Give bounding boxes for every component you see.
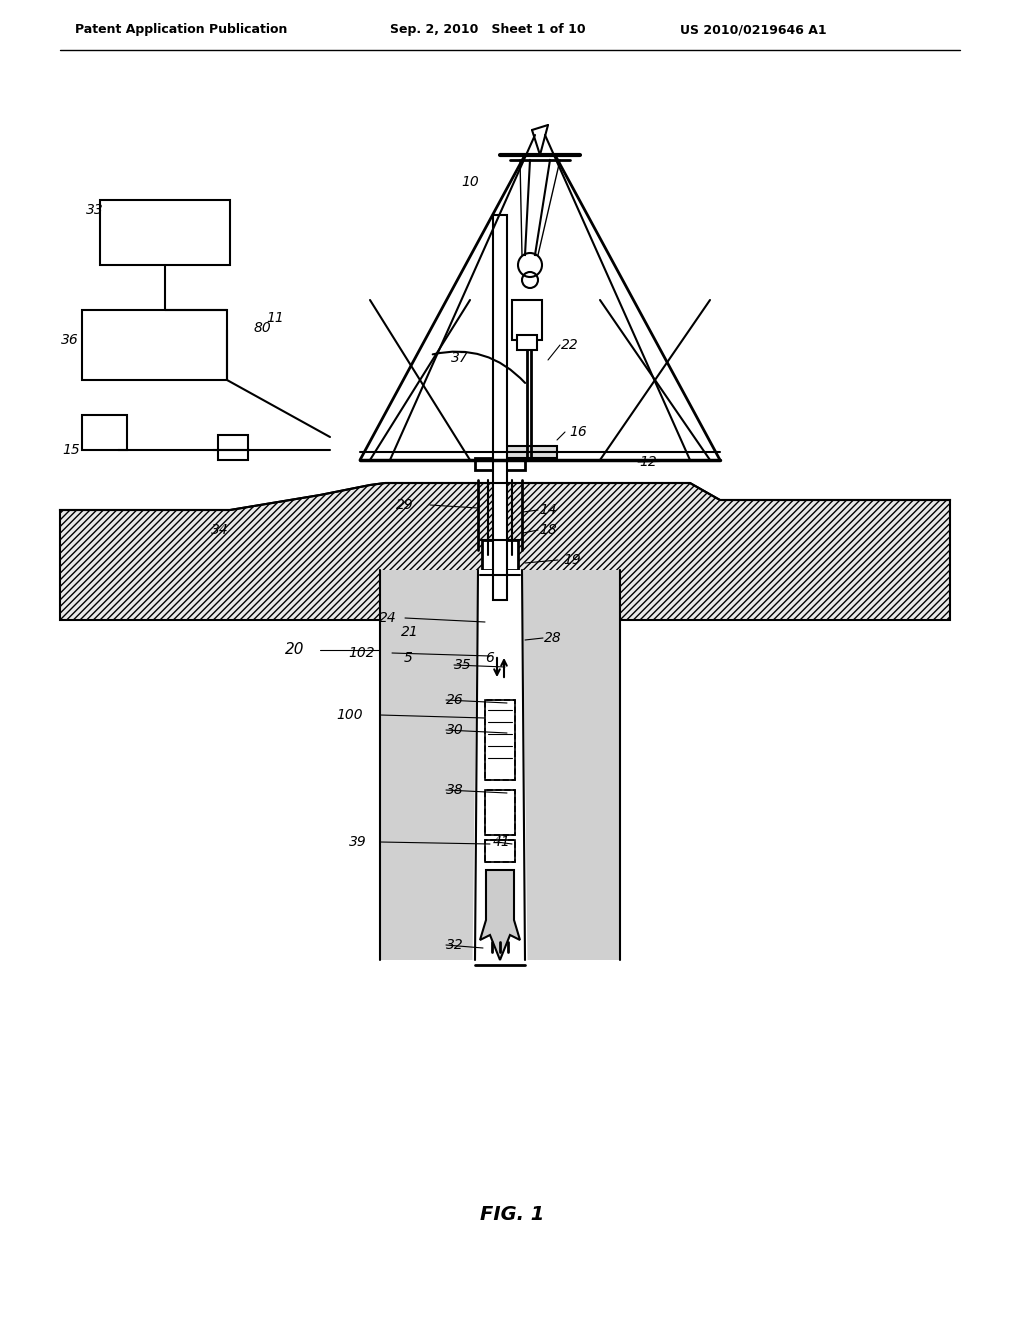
Bar [485,700,515,780]
Text: 34: 34 [211,523,229,537]
Text: FIG. 1: FIG. 1 [480,1205,544,1225]
Text: 41: 41 [494,836,511,849]
Text: 14: 14 [539,503,557,517]
Text: 32: 32 [446,939,464,952]
Text: 12: 12 [639,455,656,469]
Bar [475,458,525,470]
Text: 28: 28 [544,631,562,645]
Text: 20: 20 [286,643,305,657]
Text: Patent Application Publication: Patent Application Publication [75,24,288,37]
Text: 35: 35 [454,657,472,672]
Text: 21: 21 [401,624,419,639]
Text: 29: 29 [396,498,414,512]
Text: 39: 39 [349,836,367,849]
Text: 6: 6 [485,651,495,665]
Text: 19: 19 [563,553,581,568]
Text: 15: 15 [62,444,80,457]
Bar [485,789,515,836]
Text: 30: 30 [446,723,464,737]
Text: 102: 102 [349,645,376,660]
Text: 16: 16 [569,425,587,440]
Bar [485,700,515,780]
Bar [485,840,515,862]
Bar [482,540,518,570]
Bar [82,414,127,450]
Text: 80: 80 [253,321,271,335]
Polygon shape [60,483,950,620]
Bar [485,789,515,836]
Bar [218,436,248,459]
Bar [82,310,227,380]
Polygon shape [480,870,520,960]
Bar [517,335,537,350]
Polygon shape [472,570,527,960]
Text: 22: 22 [561,338,579,352]
Bar [100,201,230,265]
Text: 18: 18 [539,523,557,537]
Polygon shape [380,570,620,960]
Text: 100: 100 [337,708,364,722]
Text: 24: 24 [379,611,397,624]
Text: 26: 26 [446,693,464,708]
Text: 36: 36 [61,333,79,347]
Bar [493,215,507,601]
Text: 10: 10 [461,176,479,189]
Bar [485,840,515,862]
Text: 33: 33 [86,203,103,216]
Text: 11: 11 [266,312,284,325]
Bar [502,446,557,458]
Text: US 2010/0219646 A1: US 2010/0219646 A1 [680,24,826,37]
Text: 37: 37 [452,351,469,366]
Text: 5: 5 [403,651,413,665]
Text: Sep. 2, 2010   Sheet 1 of 10: Sep. 2, 2010 Sheet 1 of 10 [390,24,586,37]
Bar [512,300,542,341]
Text: 38: 38 [446,783,464,797]
